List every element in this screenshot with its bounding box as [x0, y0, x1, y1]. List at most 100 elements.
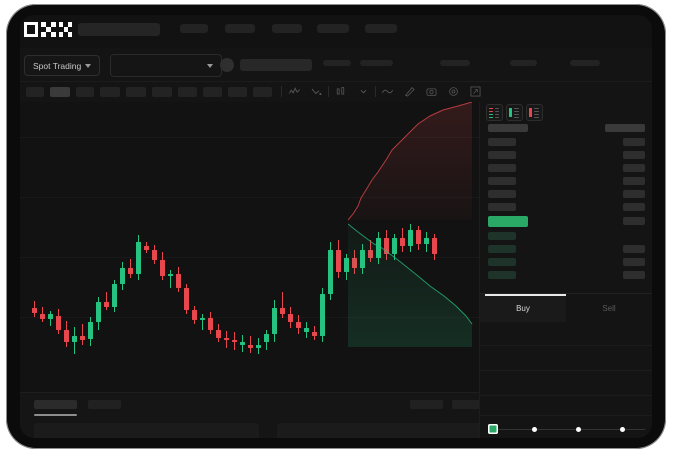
candle-body [48, 314, 53, 319]
orderbook-ask-amount [623, 190, 645, 198]
orderbook-ask-amount [623, 177, 645, 185]
slider-mark[interactable] [620, 426, 625, 432]
candle-body [152, 250, 157, 260]
timeframe-button-0[interactable] [26, 87, 44, 97]
candle-body [256, 345, 261, 348]
candle-body [240, 342, 245, 345]
candle-body [232, 340, 237, 342]
slider-mark[interactable] [576, 426, 581, 432]
stat-price [240, 59, 312, 71]
nav-item-2[interactable] [225, 24, 255, 33]
orderbook-ask-price [488, 203, 516, 211]
nav-primary-active[interactable] [78, 23, 160, 36]
drawing-tools-icon[interactable] [403, 85, 416, 98]
orderbook-bid-price [488, 232, 516, 240]
candle-body [72, 336, 77, 342]
candle-wick [282, 292, 283, 318]
nav-item-5[interactable] [365, 24, 397, 33]
slider-mark[interactable] [532, 426, 537, 432]
chart-gridline [20, 197, 479, 198]
candle-body [248, 345, 253, 348]
candle-body [192, 310, 197, 320]
candle-body [416, 230, 421, 244]
action-cancel-all[interactable] [452, 400, 485, 409]
trading-mode-selector[interactable]: Spot Trading [24, 55, 101, 76]
orderbook-rows[interactable] [480, 122, 652, 291]
candle-body [96, 302, 101, 322]
pair-avatar [220, 58, 234, 72]
candle-body [344, 258, 349, 272]
camera-icon[interactable] [425, 85, 438, 98]
candle-body [280, 308, 285, 314]
orderbook-bid-amount [623, 258, 645, 266]
candle-body [160, 260, 165, 276]
timeframe-button-3[interactable] [100, 87, 120, 97]
okx-logo[interactable] [24, 22, 72, 37]
candle-body [88, 322, 93, 339]
candle-body [272, 308, 277, 334]
chevron-down-icon [85, 63, 92, 68]
candle-body [64, 330, 69, 342]
timeframe-button-5[interactable] [152, 87, 172, 97]
candle-body [40, 314, 45, 319]
nav-item-4[interactable] [317, 24, 349, 33]
top-navigation-bar [20, 15, 652, 48]
candle-body [208, 318, 213, 330]
order-amount-slider[interactable] [488, 424, 645, 434]
slider-handle[interactable] [488, 424, 498, 434]
chart-toolbar [20, 81, 652, 104]
candle-wick [250, 336, 251, 353]
line-chart-icon[interactable] [381, 85, 394, 98]
orderbook-mode-both[interactable] [486, 104, 503, 121]
candle-body [392, 238, 397, 254]
settings-gear-icon[interactable] [447, 85, 460, 98]
price-chart[interactable] [20, 102, 479, 392]
sell-tab[interactable]: Sell [566, 294, 652, 322]
orderbook-mode-asks[interactable] [526, 104, 543, 121]
chevron-down-icon[interactable] [357, 85, 370, 98]
timeframe-button-9[interactable] [253, 87, 272, 97]
candle-body [184, 288, 189, 310]
toolbar-divider [281, 86, 282, 97]
orderbook-ask-price [488, 190, 516, 198]
orders-table-placeholder [34, 423, 259, 438]
last-price-bar [488, 216, 528, 227]
active-tab-underline [485, 294, 566, 296]
orderbook-mode-bids[interactable] [506, 104, 523, 121]
candle-wick [170, 270, 171, 288]
tab-order-history[interactable] [88, 400, 121, 409]
candle-body [120, 268, 125, 284]
timeframe-button-2[interactable] [76, 87, 94, 97]
candle-body [288, 314, 293, 322]
compare-icon[interactable] [310, 85, 323, 98]
candle-body [312, 332, 317, 336]
trading-pair-select[interactable] [110, 54, 222, 77]
candle-body [296, 322, 301, 328]
orderbook-bid-price [488, 271, 516, 279]
orderbook-ask-price [488, 151, 516, 159]
action-hide-other-pairs[interactable] [410, 400, 443, 409]
orderbook-panel: Buy Sell [479, 102, 652, 438]
candle-body [224, 338, 229, 340]
order-form-divider [480, 370, 652, 371]
market-sub-bar: Spot Trading [20, 48, 652, 81]
orderbook-ask-price [488, 138, 516, 146]
timeframe-button-4[interactable] [126, 87, 146, 97]
nav-item-3[interactable] [272, 24, 302, 33]
nav-item-1[interactable] [180, 24, 208, 33]
orderbook-header-amount [605, 124, 645, 132]
timeframe-button-1[interactable] [50, 87, 70, 97]
tab-open-orders[interactable] [34, 400, 77, 409]
stat-high [510, 60, 537, 66]
fullscreen-icon[interactable] [469, 85, 482, 98]
indicators-icon[interactable] [288, 85, 301, 98]
candlestick-type-icon[interactable] [334, 85, 347, 98]
candle-body [400, 238, 405, 246]
order-form-divider [480, 345, 652, 346]
stat-low [570, 60, 600, 66]
buy-tab[interactable]: Buy [480, 294, 566, 322]
timeframe-button-6[interactable] [178, 87, 197, 97]
timeframe-button-8[interactable] [228, 87, 247, 97]
timeframe-button-7[interactable] [203, 87, 222, 97]
candle-body [112, 284, 117, 307]
